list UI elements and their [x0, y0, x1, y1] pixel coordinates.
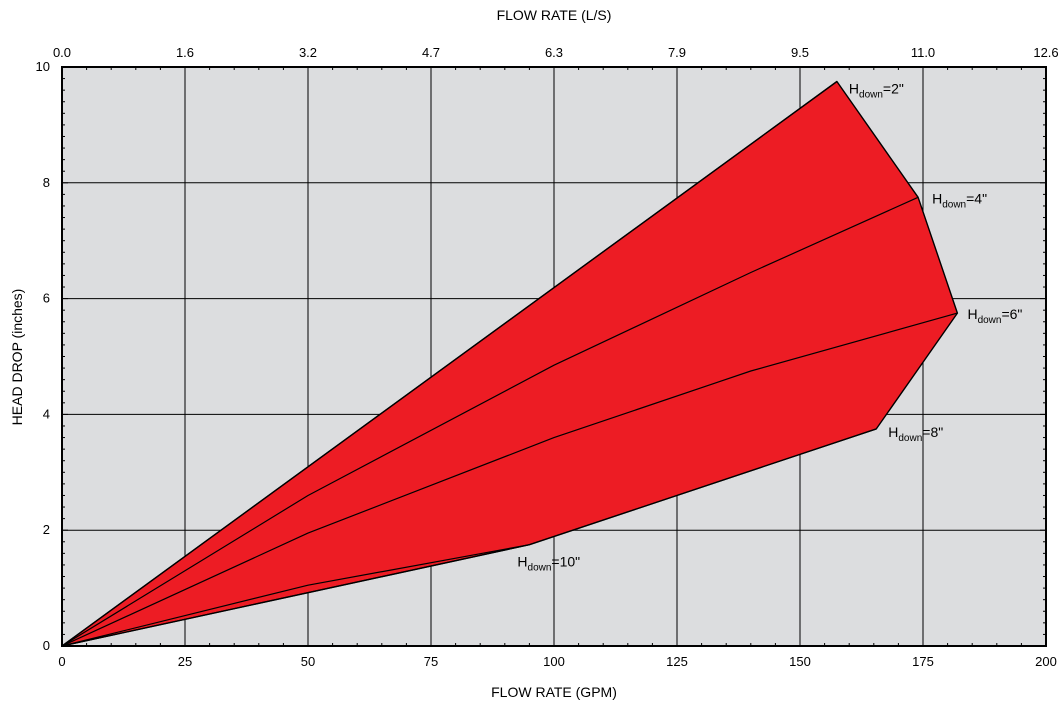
y-tick-label: 8	[43, 175, 50, 190]
x2-tick-label: 11.0	[911, 45, 935, 60]
series-label-subscript: down	[898, 433, 922, 444]
axis-layer	[61, 66, 1047, 647]
series-label-main: H	[849, 80, 859, 96]
series-label-main: H	[932, 190, 942, 206]
series-line	[61, 544, 530, 647]
series-line	[61, 196, 919, 647]
x2-tick-label: 4.7	[422, 45, 440, 60]
x-tick-label: 25	[178, 654, 192, 669]
series-label-layer: Hdown=2"Hdown=4"Hdown=6"Hdown=8"Hdown=10…	[517, 80, 1022, 573]
y-tick-label: 10	[36, 59, 50, 74]
series-label-subscript: down	[942, 199, 966, 210]
series-label-tail: =4"	[966, 190, 987, 206]
x2-tick-label: 7.9	[668, 45, 686, 60]
series-label-main: H	[888, 424, 898, 440]
series-label-subscript: down	[978, 315, 1002, 326]
y-tick-label: 0	[43, 638, 50, 653]
series-label-tail: =2"	[883, 80, 904, 96]
x-tick-label: 75	[424, 654, 438, 669]
series-line	[61, 81, 838, 647]
x2-tick-label: 1.6	[176, 45, 194, 60]
y-tick-label: 6	[43, 291, 50, 306]
x2-tick-label: 3.2	[299, 45, 317, 60]
series-label: Hdown=4"	[932, 190, 987, 210]
x2-tick-label: 12.6	[1033, 45, 1058, 60]
series-label: Hdown=10"	[517, 554, 580, 574]
y-axis-title: HEAD DROP (inches)	[9, 289, 25, 426]
x2-axis-title: FLOW RATE (L/S)	[497, 7, 612, 23]
x-tick-label: 50	[301, 654, 315, 669]
x-axis-title: FLOW RATE (GPM)	[491, 684, 617, 700]
series-label-subscript: down	[528, 563, 552, 574]
x-tick-label: 0	[58, 654, 65, 669]
x-tick-label: 175	[912, 654, 934, 669]
series-label: Hdown=6"	[967, 306, 1022, 326]
x2-tick-label: 9.5	[791, 45, 809, 60]
series-line	[61, 312, 958, 647]
y-tick-label: 2	[43, 522, 50, 537]
x2-tick-label: 6.3	[545, 45, 563, 60]
series-label-tail: =6"	[1001, 306, 1022, 322]
series-label-subscript: down	[859, 89, 883, 100]
series-label: Hdown=2"	[849, 80, 904, 100]
series-layer	[61, 81, 958, 647]
y-tick-label: 4	[43, 406, 50, 421]
x2-tick-label: 0.0	[53, 45, 71, 60]
series-label-tail: =10"	[551, 554, 580, 570]
series-label-tail: =8"	[922, 424, 943, 440]
x-tick-label: 200	[1035, 654, 1057, 669]
x-tick-label: 125	[666, 654, 688, 669]
tick-label-layer: 00.0251.6503.2754.71006.31257.91509.5175…	[36, 45, 1059, 669]
series-label: Hdown=8"	[888, 424, 943, 444]
x-tick-label: 150	[789, 654, 811, 669]
series-label-main: H	[967, 306, 977, 322]
x-tick-label: 100	[543, 654, 565, 669]
series-label-main: H	[517, 554, 527, 570]
